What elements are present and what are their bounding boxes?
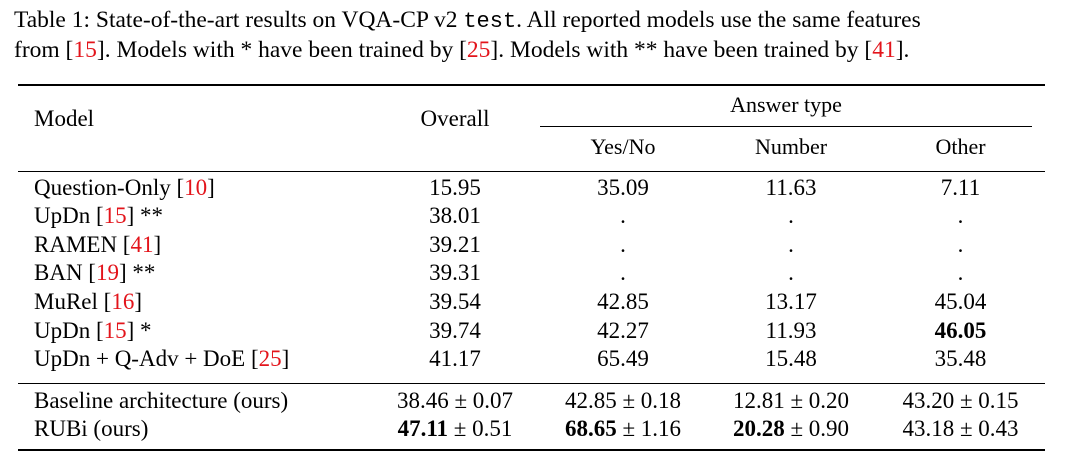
yes-no-value: 42.85 ± 0.18 (564, 388, 682, 413)
model-name: UpDn + Q-Adv + DoE [25] (34, 346, 290, 371)
number-value: . (788, 203, 794, 228)
model-name: UpDn [15] ** (34, 203, 164, 228)
citation-link[interactable]: 15 (73, 37, 97, 63)
model-name: UpDn [15] * (34, 318, 152, 343)
citation-link[interactable]: 25 (466, 37, 491, 63)
other-value: 7.11 (940, 175, 981, 200)
citation-link[interactable]: 16 (111, 289, 135, 314)
model-name: RUBi (ours) (34, 416, 149, 441)
overall-value: 47.11 ± 0.51 (397, 416, 513, 441)
number-value: 15.48 (765, 346, 817, 371)
header-overall: Overall (420, 106, 490, 131)
table-top-rule (18, 84, 1045, 86)
ours-rule (18, 383, 1045, 384)
model-name: Baseline architecture (ours) (34, 388, 289, 413)
header-number: Number (754, 134, 828, 159)
model-name: Question-Only [10] (34, 175, 215, 200)
other-value: 35.48 (934, 346, 987, 371)
number-value: 11.63 (765, 175, 817, 200)
model-name: MuRel [16] (34, 289, 142, 314)
model-name: BAN [19] ** (34, 260, 156, 285)
caption-code-test: test (463, 9, 517, 34)
overall-value: 39.21 (429, 232, 481, 257)
number-value: . (788, 260, 794, 285)
answer-type-rule (540, 126, 1032, 127)
overall-value: 38.01 (429, 203, 481, 228)
citation-link[interactable]: 15 (103, 318, 127, 343)
table-caption: Table 1: State-of-the-art results on VQA… (14, 6, 1054, 65)
overall-value: 39.74 (429, 318, 481, 343)
overall-value: 39.54 (429, 289, 481, 314)
number-value: 20.28 ± 0.90 (732, 416, 850, 441)
yes-no-value: 35.09 (597, 175, 649, 200)
citation-link[interactable]: 10 (184, 175, 208, 200)
citation-link[interactable]: 15 (103, 203, 127, 228)
other-value: 43.20 ± 0.15 (902, 388, 1019, 413)
yes-no-value: 68.65 ± 1.16 (564, 416, 682, 441)
number-value: 11.93 (765, 318, 817, 343)
citation-link[interactable]: 41 (872, 37, 896, 63)
other-value: . (957, 260, 964, 285)
yes-no-value: 42.85 (597, 289, 649, 314)
model-name: RAMEN [41] (34, 232, 162, 257)
yes-no-value: . (620, 232, 626, 257)
header-model: Model (34, 106, 95, 131)
overall-value: 15.95 (429, 175, 481, 200)
other-value: 45.04 (934, 289, 987, 314)
citation-link[interactable]: 19 (95, 260, 119, 285)
other-value-best: 46.05 (934, 318, 987, 343)
header-answer-type: Answer type (730, 92, 842, 117)
number-value: . (788, 232, 794, 257)
header-other: Other (935, 134, 986, 159)
number-value: 12.81 ± 0.20 (732, 388, 850, 413)
yes-no-value: 65.49 (597, 346, 649, 371)
header-yes-no: Yes/No (590, 134, 656, 159)
header-rule (18, 171, 1045, 172)
caption-line-2: from [15]. Models with * have been train… (14, 37, 910, 63)
overall-value: 39.31 (429, 260, 481, 285)
overall-value: 41.17 (429, 346, 481, 371)
yes-no-value: . (620, 260, 626, 285)
other-value: . (957, 203, 964, 228)
other-value: 43.18 ± 0.43 (902, 416, 1019, 441)
other-value: . (957, 232, 964, 257)
number-value: 13.17 (765, 289, 817, 314)
caption-line-1: Table 1: State-of-the-art results on VQA… (14, 7, 921, 34)
citation-link[interactable]: 41 (130, 232, 154, 257)
overall-value: 38.46 ± 0.07 (396, 388, 514, 413)
yes-no-value: . (620, 203, 626, 228)
table-bottom-rule (18, 449, 1045, 451)
yes-no-value: 42.27 (597, 318, 649, 343)
citation-link[interactable]: 25 (258, 346, 282, 371)
